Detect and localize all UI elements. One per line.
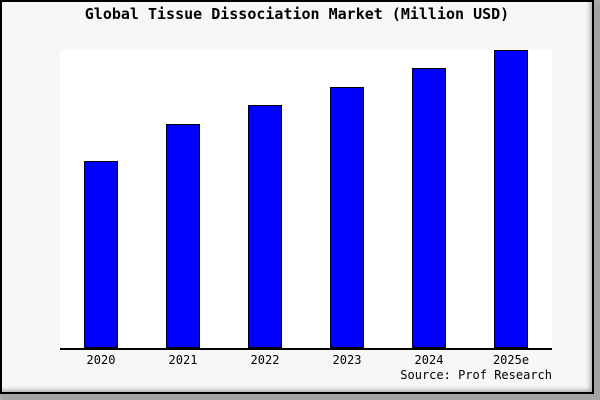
bar-2022 bbox=[248, 105, 282, 348]
x-tick-label-2024: 2024 bbox=[414, 353, 444, 367]
x-tick-label-2025e: 2025e bbox=[492, 353, 530, 367]
frame-shadow-right bbox=[594, 3, 600, 400]
x-tick-label-2022: 2022 bbox=[250, 353, 280, 367]
x-axis-labels: 2020 2021 2022 2023 2024 2025e bbox=[60, 353, 552, 367]
bar-2024 bbox=[412, 68, 446, 348]
bar-2023 bbox=[330, 87, 364, 348]
frame-shadow-bottom bbox=[3, 394, 600, 400]
source-note: Source: Prof Research bbox=[400, 368, 552, 382]
plot-area bbox=[60, 50, 552, 350]
bar-2025e bbox=[494, 50, 528, 348]
chart-title: Global Tissue Dissociation Market (Milli… bbox=[84, 5, 510, 23]
bar-2020 bbox=[84, 161, 118, 348]
x-tick-label-2021: 2021 bbox=[168, 353, 198, 367]
x-tick-label-2023: 2023 bbox=[332, 353, 362, 367]
x-tick-label-2020: 2020 bbox=[86, 353, 116, 367]
chart-frame: Global Tissue Dissociation Market (Milli… bbox=[0, 0, 594, 394]
bar-2021 bbox=[166, 124, 200, 348]
